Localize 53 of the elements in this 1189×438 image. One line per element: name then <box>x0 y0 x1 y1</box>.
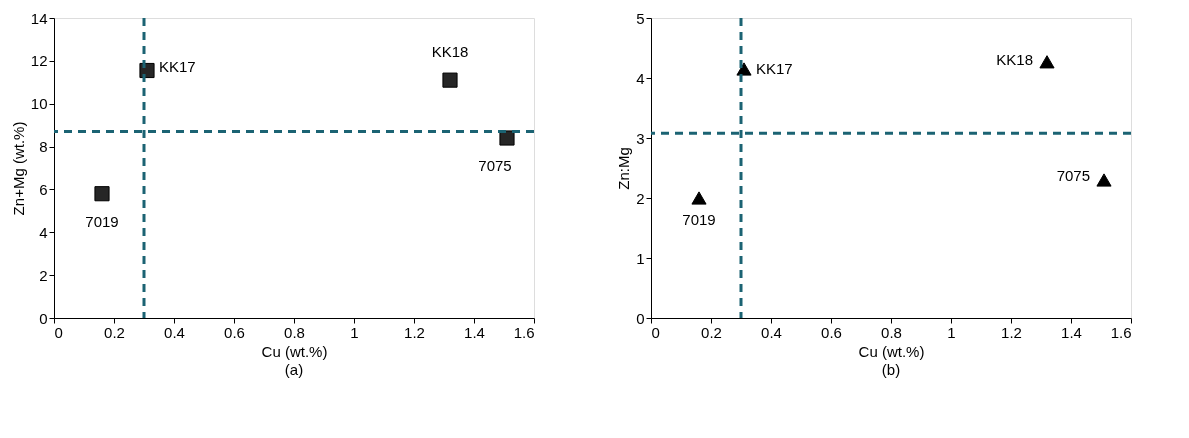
text: (a) <box>284 361 304 378</box>
x-tick-label: 0.4 <box>164 323 185 341</box>
x-tick-label: 0 <box>54 323 63 341</box>
y-tick-label: 3 <box>636 129 645 147</box>
x-tick-label: 1 <box>947 323 956 341</box>
y-tick-label: 10 <box>30 95 48 113</box>
x-tick-label: 0.2 <box>701 323 722 341</box>
y-tick-label: 2 <box>39 266 48 284</box>
y-tick-label: 12 <box>30 52 48 70</box>
annotation: KK18 <box>996 50 1033 68</box>
annotation: 7075 <box>478 157 512 174</box>
point <box>94 186 110 202</box>
x-tick-label: 1.6 <box>1110 323 1132 341</box>
point <box>499 130 515 146</box>
x-tick-label: 1.2 <box>404 323 425 341</box>
x-tick-label: 1.2 <box>1001 323 1022 341</box>
x-tick-label: 1.4 <box>464 323 485 341</box>
x-axis-title: Cu (wt.%) <box>261 342 328 360</box>
x-tick-label: 0.6 <box>821 323 842 341</box>
y-tick-label: 4 <box>39 223 48 241</box>
y-tick-label: 5 <box>636 9 645 27</box>
annotation: 7075 <box>1056 167 1090 184</box>
y-tick-label: 2 <box>636 189 645 207</box>
annotation: KK17 <box>756 60 793 77</box>
y-tick-label: 0 <box>39 309 48 327</box>
annotation: KK17 <box>159 57 196 75</box>
annotation: 7019 <box>682 211 716 228</box>
x-tick-label: 1.4 <box>1061 323 1082 341</box>
y-tick-label: 1 <box>636 249 645 267</box>
point <box>691 191 707 205</box>
point <box>1096 173 1112 187</box>
x-tick-label: 0.8 <box>284 323 305 341</box>
x-tick-label: 0.2 <box>104 323 125 341</box>
x-tick-label: 0 <box>651 323 660 341</box>
y-tick-label: 4 <box>636 69 645 87</box>
x-axis-title: Cu (wt.%) <box>858 342 925 360</box>
x-tick-label: 1 <box>350 323 359 341</box>
annotation: 7019 <box>85 212 119 230</box>
y-tick-label: 0 <box>636 309 645 327</box>
y-tick-label: 8 <box>39 138 48 156</box>
point <box>1039 55 1055 69</box>
x-tick-label: 0.4 <box>761 323 782 341</box>
x-tick-label: 0.6 <box>224 323 245 341</box>
x-tick-label: 0.8 <box>881 323 902 341</box>
annotation: KK18 <box>431 43 469 61</box>
y-tick-label: 6 <box>39 180 48 198</box>
y-tick-label: 14 <box>30 9 48 27</box>
x-tick-label: 1.6 <box>513 323 535 341</box>
point <box>736 62 752 76</box>
y-axis-title: Zn:Mg <box>615 147 633 190</box>
text: (b) <box>881 361 901 378</box>
point <box>442 72 458 88</box>
y-axis-title: Zn+Mg (wt.%) <box>9 121 27 216</box>
